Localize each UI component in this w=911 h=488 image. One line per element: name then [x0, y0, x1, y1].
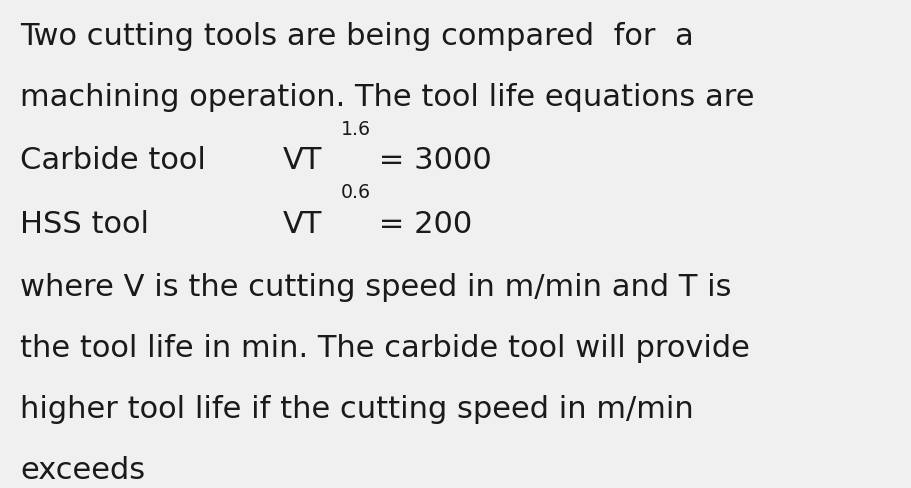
Text: HSS tool: HSS tool — [20, 210, 148, 239]
Text: the tool life in min. The carbide tool will provide: the tool life in min. The carbide tool w… — [20, 334, 749, 363]
Text: = 3000: = 3000 — [369, 146, 492, 175]
Text: 0.6: 0.6 — [341, 183, 371, 202]
Text: machining operation. The tool life equations are: machining operation. The tool life equat… — [20, 83, 753, 112]
Text: Carbide tool: Carbide tool — [20, 146, 206, 175]
Text: exceeds: exceeds — [20, 456, 145, 485]
Text: VT: VT — [282, 210, 322, 239]
Text: higher tool life if the cutting speed in m/min: higher tool life if the cutting speed in… — [20, 395, 693, 424]
Text: where V is the cutting speed in m/min and T is: where V is the cutting speed in m/min an… — [20, 273, 731, 302]
Text: VT: VT — [282, 146, 322, 175]
Text: 1.6: 1.6 — [341, 120, 371, 139]
Text: Two cutting tools are being compared  for  a: Two cutting tools are being compared for… — [20, 22, 693, 51]
Text: = 200: = 200 — [369, 210, 472, 239]
